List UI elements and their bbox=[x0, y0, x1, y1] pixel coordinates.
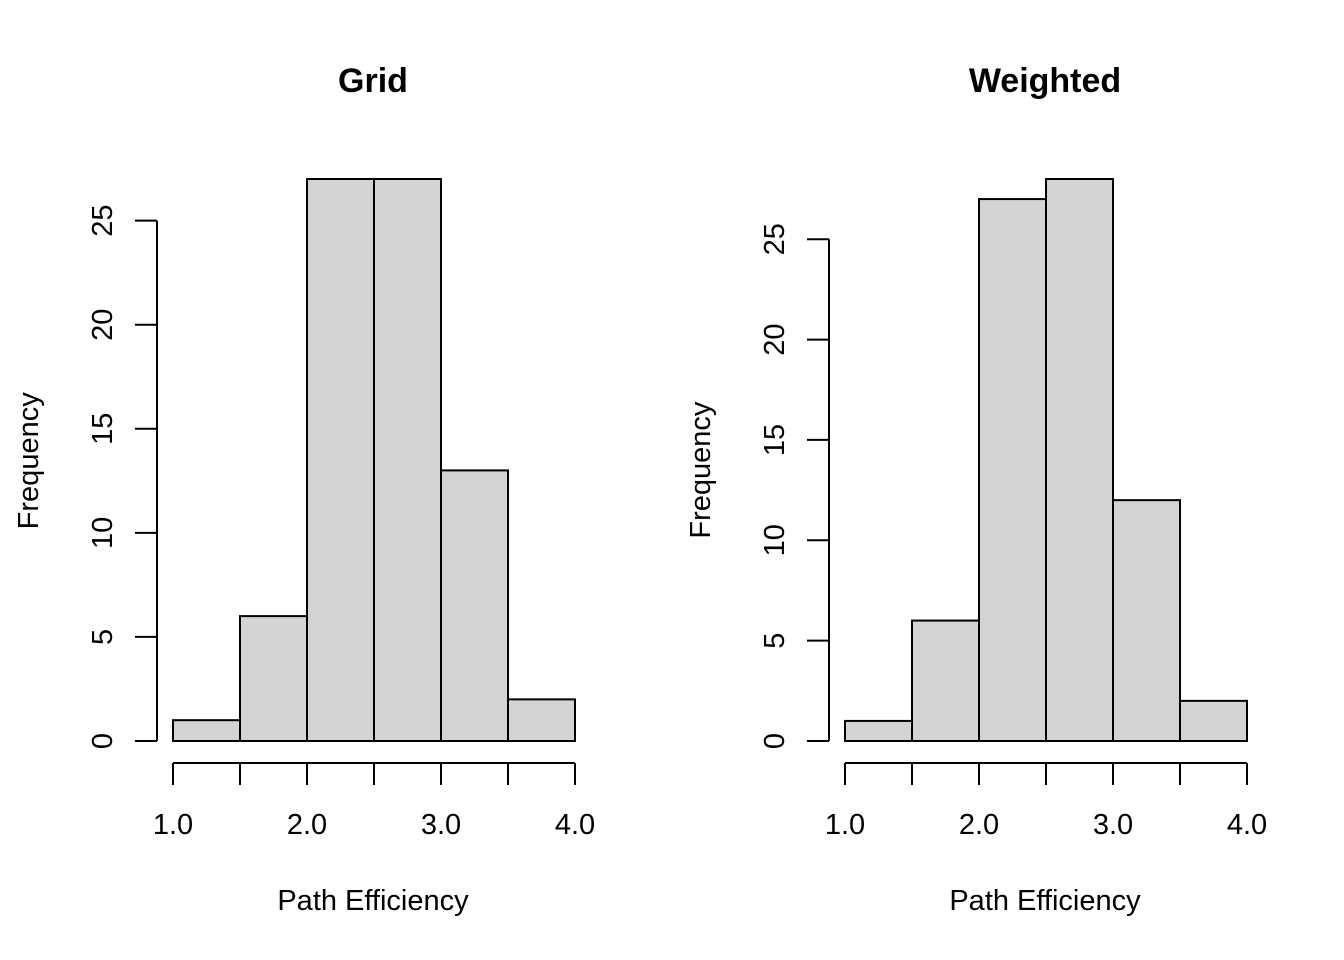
chart-0-title: Grid bbox=[338, 62, 408, 100]
chart-1-y-tick-label-5: 25 bbox=[759, 223, 791, 255]
chart-0-y-tick-label-2: 10 bbox=[87, 517, 119, 549]
chart-1-y-tick-label-0: 0 bbox=[759, 733, 791, 749]
chart-0-x-axis-label: Path Efficiency bbox=[277, 885, 469, 917]
chart-0-bar-5 bbox=[507, 698, 576, 742]
chart-1-x-axis-label: Path Efficiency bbox=[949, 885, 1141, 917]
chart-0-y-tick-label-5: 25 bbox=[87, 204, 119, 236]
chart-1-title: Weighted bbox=[969, 62, 1121, 100]
chart-0-x-tick-label-0: 1.0 bbox=[153, 809, 193, 841]
chart-1-x-tick-label-6: 4.0 bbox=[1227, 809, 1267, 841]
chart-1-bar-2 bbox=[978, 198, 1047, 743]
chart-1-bar-0 bbox=[844, 719, 913, 743]
chart-0-x-tick-label-4: 3.0 bbox=[421, 809, 461, 841]
chart-0-y-tick-label-4: 20 bbox=[87, 309, 119, 341]
chart-1-bar-1 bbox=[911, 619, 980, 742]
chart-1-y-tick-label-4: 20 bbox=[759, 323, 791, 355]
chart-0-x-tick-label-2: 2.0 bbox=[287, 809, 327, 841]
chart-1-bar-5 bbox=[1179, 699, 1248, 742]
chart-1-bar-3 bbox=[1045, 178, 1114, 742]
chart-0-x-tick-label-6: 4.0 bbox=[555, 809, 595, 841]
chart-0-y-tick-label-3: 15 bbox=[87, 413, 119, 445]
chart-0-bar-4 bbox=[440, 469, 509, 742]
chart-0-bar-2 bbox=[306, 178, 375, 742]
chart-0-y-tick-label-0: 0 bbox=[87, 733, 119, 749]
chart-1-x-tick-label-0: 1.0 bbox=[825, 809, 865, 841]
chart-0-bar-3 bbox=[373, 178, 442, 742]
chart-1-x-tick-label-4: 3.0 bbox=[1093, 809, 1133, 841]
chart-1-y-tick-label-2: 10 bbox=[759, 524, 791, 556]
chart-1-x-tick-label-2: 2.0 bbox=[959, 809, 999, 841]
chart-0-bar-1 bbox=[239, 615, 308, 742]
chart-1-y-tick-label-1: 5 bbox=[759, 633, 791, 649]
chart-0-y-tick-label-1: 5 bbox=[87, 629, 119, 645]
chart-1-bar-4 bbox=[1112, 499, 1181, 742]
chart-1-y-tick-label-3: 15 bbox=[759, 424, 791, 456]
chart-1-y-axis-label: Frequency bbox=[685, 401, 717, 539]
chart-0-y-axis-label: Frequency bbox=[13, 392, 45, 530]
chart-0-bar-0 bbox=[172, 719, 241, 742]
